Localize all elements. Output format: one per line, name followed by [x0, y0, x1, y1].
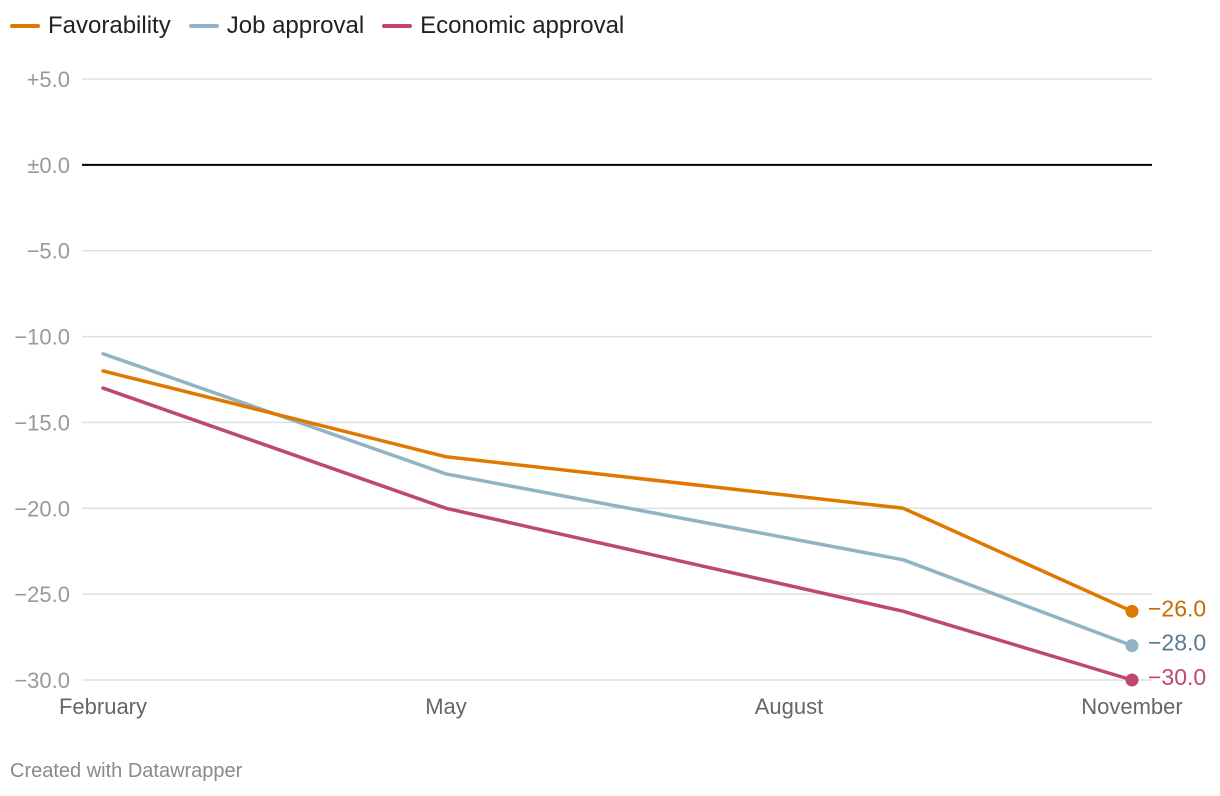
- legend-item-favorability: Favorability: [10, 12, 171, 40]
- y-tick-label: −15.0: [14, 410, 70, 435]
- end-point-favorability: [1125, 604, 1139, 618]
- legend-swatch-job-approval: [188, 24, 219, 28]
- y-tick-label: +5.0: [27, 67, 70, 92]
- legend-swatch-economic-approval: [382, 24, 413, 28]
- x-tick-label: August: [755, 694, 824, 719]
- y-tick-label: −10.0: [14, 325, 70, 350]
- legend-label-job-approval: Job approval: [226, 12, 365, 39]
- datawrapper-credit: Created with Datawrapper: [10, 760, 243, 782]
- end-label-economic-approval: −30.0: [1148, 664, 1206, 690]
- legend-item-economic-approval: Economic approval: [382, 12, 624, 40]
- series-line-economic-approval: [101, 386, 1134, 682]
- y-tick-label: ±0.0: [27, 153, 70, 178]
- end-point-job-approval: [1125, 639, 1139, 653]
- y-tick-label: −25.0: [14, 582, 70, 607]
- end-label-favorability: −26.0: [1148, 595, 1206, 621]
- x-tick-label: February: [59, 694, 147, 719]
- series-line-job-approval: [101, 351, 1134, 648]
- x-tick-label: May: [425, 694, 467, 719]
- x-tick-label: November: [1081, 694, 1182, 719]
- end-point-economic-approval: [1125, 673, 1139, 687]
- legend: Favorability Job approval Economic appro…: [10, 12, 642, 40]
- legend-label-favorability: Favorability: [48, 12, 171, 39]
- legend-label-economic-approval: Economic approval: [420, 12, 625, 39]
- legend-item-job-approval: Job approval: [188, 12, 365, 40]
- y-tick-label: −5.0: [27, 239, 70, 264]
- end-label-job-approval: −28.0: [1148, 630, 1206, 656]
- series-line-favorability: [101, 369, 1134, 614]
- legend-swatch-favorability: [10, 24, 40, 28]
- y-tick-label: −20.0: [14, 496, 70, 521]
- y-tick-label: −30.0: [14, 668, 70, 693]
